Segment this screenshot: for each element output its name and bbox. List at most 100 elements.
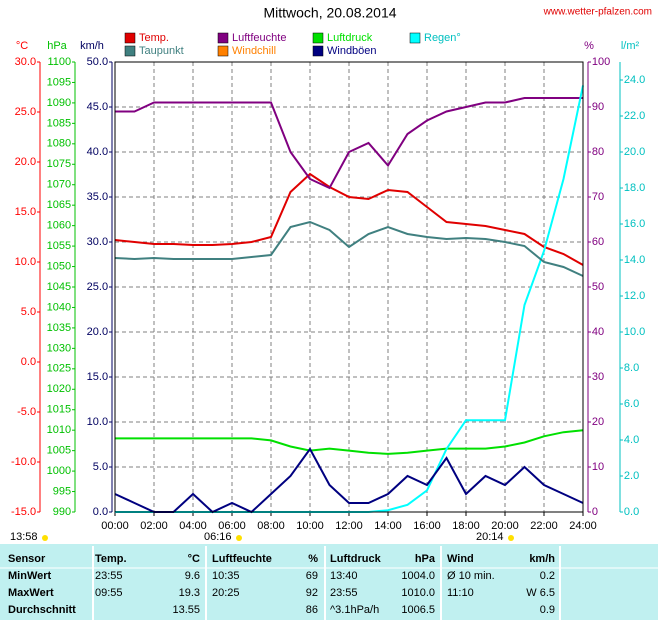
- chart-title: Mittwoch, 20.08.2014: [263, 5, 396, 21]
- table-header: Wind: [447, 553, 474, 565]
- legend-swatch: [409, 32, 421, 44]
- sun-icon: [508, 535, 514, 541]
- y-tick-label: 45.0: [87, 101, 108, 113]
- legend-label: Windchill: [232, 45, 276, 57]
- y-tick-label: 15.0: [15, 206, 36, 218]
- y-tick-label: 24.0: [624, 74, 645, 86]
- axis-label: hPa: [47, 40, 67, 52]
- y-tick-label: 1090: [47, 97, 71, 109]
- table-header: hPa: [415, 553, 436, 565]
- y-tick-label: 12.0: [624, 290, 645, 302]
- y-tick-label: 15.0: [87, 371, 108, 383]
- legend-swatch: [124, 32, 136, 44]
- y-tick-label: 1080: [47, 138, 71, 150]
- y-tick-label: -15.0: [11, 506, 36, 518]
- y-tick-label: 1040: [47, 301, 71, 313]
- y-tick-label: 1020: [47, 383, 71, 395]
- y-tick-label: 22.0: [624, 110, 645, 122]
- y-tick-label: 1055: [47, 240, 71, 252]
- y-tick-label: 30.0: [87, 236, 108, 248]
- y-tick-label: 18.0: [624, 182, 645, 194]
- y-tick-label: -10.0: [11, 456, 36, 468]
- table-cell: 20:25: [212, 587, 240, 599]
- x-tick-label: 16:00: [413, 520, 441, 532]
- x-tick-label: 02:00: [140, 520, 168, 532]
- legend-label: Taupunkt: [139, 45, 184, 57]
- y-tick-label: 1075: [47, 158, 71, 170]
- x-tick-label: 20:00: [491, 520, 519, 532]
- series-line: [114, 220, 584, 277]
- sun-time: 06:16: [204, 531, 232, 543]
- sun-time: 13:58: [10, 531, 38, 543]
- legend-swatch: [312, 45, 324, 57]
- y-tick-label: 1035: [47, 322, 71, 334]
- table-cell: 69: [306, 570, 318, 582]
- y-tick-label: 100: [592, 56, 610, 68]
- legend-label: Windböen: [327, 45, 377, 57]
- table-cell: W 6.5: [526, 587, 555, 599]
- table-cell: 19.3: [179, 587, 200, 599]
- y-tick-label: 5.0: [93, 461, 108, 473]
- y-tick-label: 20.0: [87, 326, 108, 338]
- x-tick-label: 06:00: [218, 520, 246, 532]
- table-header: %: [308, 553, 318, 565]
- y-tick-label: 990: [53, 506, 71, 518]
- y-tick-label: 60: [592, 236, 604, 248]
- y-tick-label: 50.0: [87, 56, 108, 68]
- series-line: [115, 97, 583, 190]
- y-tick-label: 1045: [47, 281, 71, 293]
- table-background: [0, 544, 658, 620]
- table-header: Luftdruck: [330, 553, 382, 565]
- table-cell: 1010.0: [401, 587, 435, 599]
- table-cell: 13:40: [330, 570, 358, 582]
- y-tick-label: 50: [592, 281, 604, 293]
- y-tick-label: 40: [592, 326, 604, 338]
- y-tick-label: -5.0: [17, 406, 36, 418]
- y-tick-label: 1095: [47, 76, 71, 88]
- y-tick-label: 35.0: [87, 191, 108, 203]
- table-cell: 86: [306, 604, 318, 616]
- y-tick-label: 1065: [47, 199, 71, 211]
- y-tick-label: 6.0: [624, 398, 639, 410]
- y-tick-label: 1060: [47, 220, 71, 232]
- axis-label: km/h: [80, 40, 104, 52]
- table-cell: 09:55: [95, 587, 123, 599]
- x-tick-label: 08:00: [257, 520, 285, 532]
- y-tick-label: 30: [592, 371, 604, 383]
- legend-swatch: [217, 32, 229, 44]
- table-cell: 0.9: [540, 604, 555, 616]
- y-tick-label: 0.0: [624, 506, 639, 518]
- y-tick-label: 25.0: [87, 281, 108, 293]
- y-tick-label: 40.0: [87, 146, 108, 158]
- y-tick-label: 0.0: [21, 356, 36, 368]
- x-tick-label: 10:00: [296, 520, 324, 532]
- y-tick-label: 1000: [47, 465, 71, 477]
- table-header: Sensor: [8, 553, 46, 565]
- axis-label: l/m²: [621, 40, 640, 52]
- y-tick-label: 20: [592, 416, 604, 428]
- y-tick-label: 5.0: [21, 306, 36, 318]
- y-tick-label: 90: [592, 101, 604, 113]
- y-tick-label: 20.0: [15, 156, 36, 168]
- x-tick-label: 12:00: [335, 520, 363, 532]
- y-tick-label: 1050: [47, 260, 71, 272]
- y-tick-label: 10: [592, 461, 604, 473]
- table-cell: 10:35: [212, 570, 240, 582]
- table-header: km/h: [529, 553, 555, 565]
- table-cell: MinWert: [8, 570, 52, 582]
- x-tick-label: 00:00: [101, 520, 129, 532]
- table-cell: Ø 10 min.: [447, 570, 495, 582]
- table-cell: 11:10: [447, 587, 474, 599]
- y-tick-label: 10.0: [15, 256, 36, 268]
- table-cell: MaxWert: [8, 587, 54, 599]
- table-cell: 23:55: [95, 570, 123, 582]
- table-header: °C: [188, 553, 200, 565]
- x-tick-label: 04:00: [179, 520, 207, 532]
- x-tick-label: 24:00: [569, 520, 597, 532]
- table-cell: 92: [306, 587, 318, 599]
- x-tick-label: 22:00: [530, 520, 558, 532]
- series-line: [114, 172, 584, 266]
- plot-border: [114, 61, 584, 513]
- y-tick-label: 16.0: [624, 218, 645, 230]
- legend-label: Luftdruck: [327, 32, 373, 44]
